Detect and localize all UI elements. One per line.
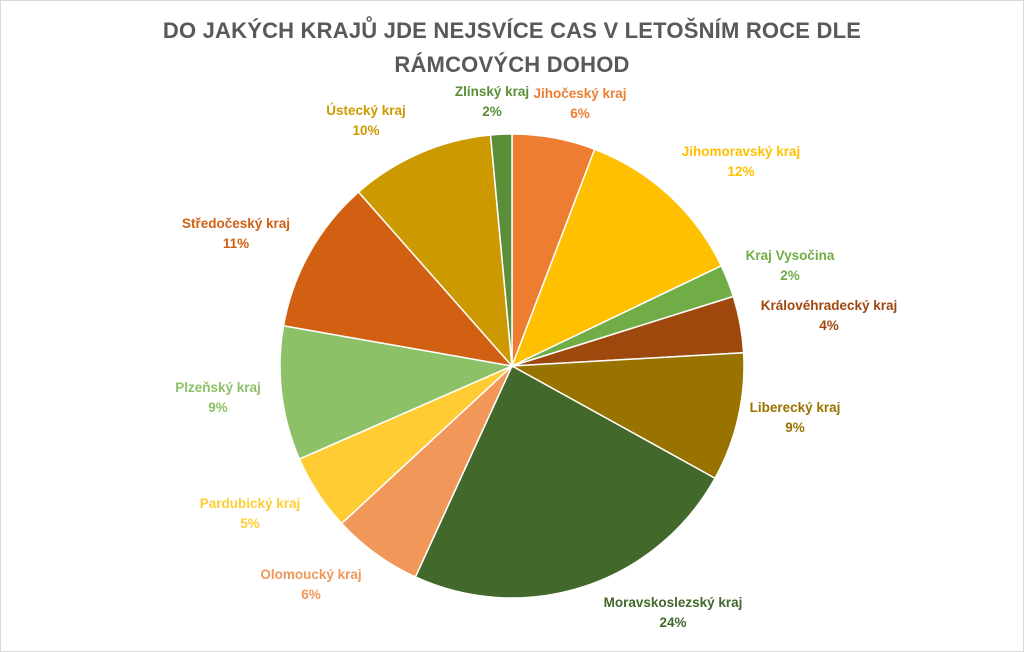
data-label-jihomoravsky-kraj: Jihomoravský kraj 12% [682,144,801,179]
data-label-category: Kraj Vysočina [746,248,835,263]
data-label-category: Královéhradecký kraj [761,298,898,313]
chart-title-line-1: DO JAKÝCH KRAJŮ JDE NEJSVÍCE CAS V LETOŠ… [162,18,862,43]
data-label-liberecky-kraj: Liberecký kraj 9% [750,400,841,435]
data-label-stredocesky-kraj: Středočeský kraj 11% [182,216,290,251]
data-label-kralovehradecky-kraj: Královéhradecký kraj 4% [761,298,898,333]
pie-slice-moravskoslezsky-kraj [414,364,717,599]
data-label-category: Pardubický kraj [200,496,301,511]
data-label-category: Plzeňský kraj [175,380,261,395]
data-label-zlinsky-kraj: Zlínský kraj 2% [455,84,529,119]
pie-slice-plzensky-kraj [279,324,515,460]
data-label-value: 11% [223,236,249,251]
pie-slice-stredocesky-kraj [282,190,514,368]
data-label-jihocesky-kraj: Jihočeský kraj 6% [533,86,626,121]
data-label-olomoucky-kraj: Olomoucký kraj 6% [260,567,361,602]
data-label-ustecky-kraj: Ústecký kraj 10% [326,103,406,138]
data-label-category: Liberecký kraj [750,400,841,415]
data-label-value: 2% [780,268,800,283]
data-label-value: 24% [659,615,686,630]
data-label-value: 12% [727,164,754,179]
data-label-value: 5% [240,516,260,531]
pie-slice-liberecky-kraj [509,351,745,480]
pie-slice-zlinsky-kraj [489,133,513,367]
data-label-value: 6% [301,587,321,602]
data-label-category: Středočeský kraj [182,216,290,231]
data-label-category: Moravskoslezský kraj [604,595,743,610]
data-label-moravskoslezsky-kraj: Moravskoslezský kraj 24% [604,595,743,630]
pie-slice-jihomoravsky-kraj [510,148,723,368]
data-label-plzensky-kraj: Plzeňský kraj 9% [175,380,261,415]
chart-title: DO JAKÝCH KRAJŮ JDE NEJSVÍCE CAS V LETOŠ… [0,14,1024,82]
data-label-category: Ústecký kraj [326,103,406,118]
data-label-value: 9% [785,420,805,435]
chart-title-line-2: RÁMCOVÝCH DOHOD [394,52,630,77]
data-label-value: 4% [819,318,839,333]
data-label-pardubicky-kraj: Pardubický kraj 5% [200,496,301,531]
data-label-category: Jihomoravský kraj [682,144,801,159]
data-label-kraj-vysocina: Kraj Vysočina 2% [746,248,835,283]
pie-slice-ustecky-kraj [357,134,513,369]
data-label-value: 10% [352,123,379,138]
data-label-value: 9% [208,400,228,415]
data-label-value: 2% [482,104,502,119]
data-label-value: 6% [570,106,590,121]
data-label-category: Olomoucký kraj [260,567,361,582]
data-label-category: Zlínský kraj [455,84,529,99]
data-label-category: Jihočeský kraj [533,86,626,101]
